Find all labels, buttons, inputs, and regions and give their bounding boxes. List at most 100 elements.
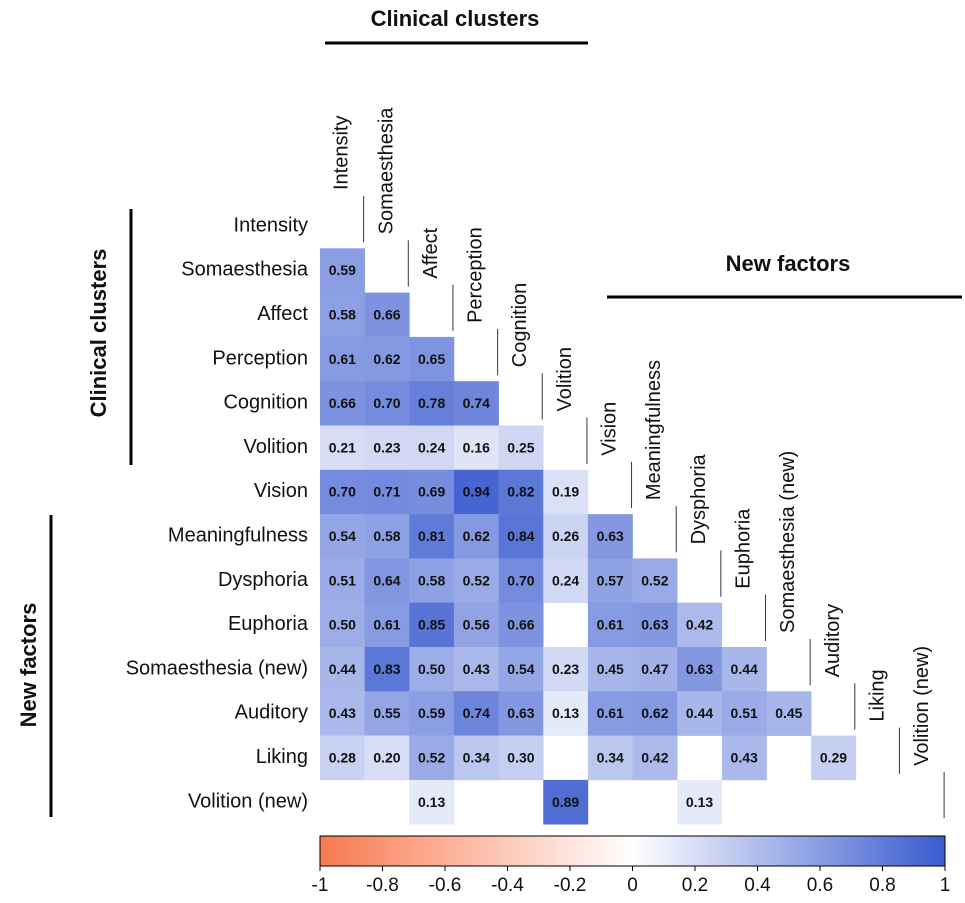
group-label: Clinical clusters — [371, 6, 540, 31]
group-label: Clinical clusters — [86, 249, 111, 418]
cell — [498, 469, 544, 515]
group-label: New factors — [16, 603, 41, 728]
row-label: Dysphoria — [218, 569, 309, 591]
cell-label: 0.23 — [552, 661, 579, 677]
cell-label: 0.56 — [463, 617, 490, 633]
row-label: Volition — [244, 436, 309, 458]
column-label: Volition (new) — [911, 646, 933, 766]
cell — [409, 514, 455, 559]
cell-label: 0.74 — [463, 705, 490, 721]
cell-label: 0.26 — [552, 528, 579, 544]
cell — [721, 691, 767, 736]
cell-label: 0.61 — [597, 705, 624, 721]
row-label: Vision — [254, 480, 308, 502]
tick-label: 0.4 — [744, 875, 771, 896]
cell — [632, 647, 678, 692]
cell — [498, 691, 544, 736]
cell-label: 0.52 — [641, 572, 668, 588]
cell-label: 0.44 — [731, 661, 758, 677]
row-label: Intensity — [234, 214, 308, 236]
row-label: Volition (new) — [188, 790, 308, 812]
cell — [409, 779, 455, 825]
cell — [320, 647, 365, 692]
row-label: Somaesthesia — [181, 259, 309, 281]
cell-label: 0.24 — [552, 572, 579, 588]
cell-label: 0.13 — [418, 794, 445, 810]
cell — [677, 602, 723, 648]
tick-label: 0 — [627, 875, 638, 896]
cell-label: 0.21 — [329, 439, 356, 455]
cell — [543, 558, 589, 603]
cell-label: 0.47 — [641, 661, 668, 677]
cell — [498, 735, 544, 781]
cell — [409, 691, 455, 736]
cell — [453, 381, 499, 426]
cell — [409, 602, 455, 648]
cell-label: 0.81 — [418, 528, 445, 544]
row-label: Meaningfulness — [168, 525, 308, 547]
cell-label: 0.74 — [463, 395, 490, 411]
cell — [320, 735, 365, 781]
tick-label: -0.8 — [366, 875, 399, 896]
cell — [364, 469, 410, 515]
cell — [632, 691, 678, 736]
column-label: Perception — [465, 227, 487, 323]
cell-label: 0.83 — [373, 661, 400, 677]
cell — [453, 691, 499, 736]
cell-label: 0.61 — [373, 617, 400, 633]
cell — [498, 514, 544, 559]
cell — [320, 691, 365, 736]
cell — [677, 691, 723, 736]
cell — [364, 602, 410, 648]
cell-label: 0.24 — [418, 439, 445, 455]
cell-label: 0.42 — [641, 749, 668, 765]
cell — [587, 735, 633, 781]
cell-label: 0.23 — [373, 439, 400, 455]
cell-label: 0.89 — [552, 794, 579, 810]
tick-label: 0.2 — [682, 875, 708, 896]
cell-label: 0.70 — [373, 395, 400, 411]
cell — [453, 514, 499, 559]
cell — [498, 647, 544, 692]
cell-label: 0.69 — [418, 484, 445, 500]
cell — [409, 381, 455, 426]
cell — [543, 469, 589, 515]
cell-label: 0.63 — [641, 617, 668, 633]
cell — [498, 558, 544, 603]
cell — [409, 336, 455, 382]
cell-label: 0.45 — [775, 705, 802, 721]
cell — [766, 691, 812, 736]
cell-label: 0.66 — [329, 395, 356, 411]
cell-label: 0.54 — [329, 528, 356, 544]
cell-label: 0.42 — [686, 617, 713, 633]
row-label: Perception — [212, 347, 308, 369]
cell-label: 0.34 — [597, 749, 624, 765]
column-label: Volition — [554, 347, 576, 412]
row-label: Somaesthesia (new) — [126, 657, 308, 679]
column-label: Somaesthesia (new) — [777, 451, 799, 633]
cell — [453, 602, 499, 648]
tick-label: -0.6 — [429, 875, 462, 896]
row-label: Liking — [256, 746, 308, 768]
cell-label: 0.59 — [418, 705, 445, 721]
cell — [632, 558, 678, 603]
cell — [409, 647, 455, 692]
cell-label: 0.65 — [418, 351, 445, 367]
column-label: Intensity — [331, 116, 353, 190]
cell — [320, 336, 365, 382]
colorbar — [319, 835, 946, 867]
cell — [364, 514, 410, 559]
cell-label: 0.51 — [731, 705, 758, 721]
cell — [320, 248, 365, 293]
cell — [677, 647, 723, 692]
cell-label: 0.82 — [507, 484, 534, 500]
cell-label: 0.70 — [329, 484, 356, 500]
cell-label: 0.51 — [329, 572, 356, 588]
cell-label: 0.59 — [329, 262, 356, 278]
cell-label: 0.64 — [373, 572, 400, 588]
column-label: Euphoria — [732, 508, 754, 589]
cell-label: 0.29 — [820, 749, 847, 765]
cell — [364, 292, 410, 338]
cell — [453, 469, 499, 515]
